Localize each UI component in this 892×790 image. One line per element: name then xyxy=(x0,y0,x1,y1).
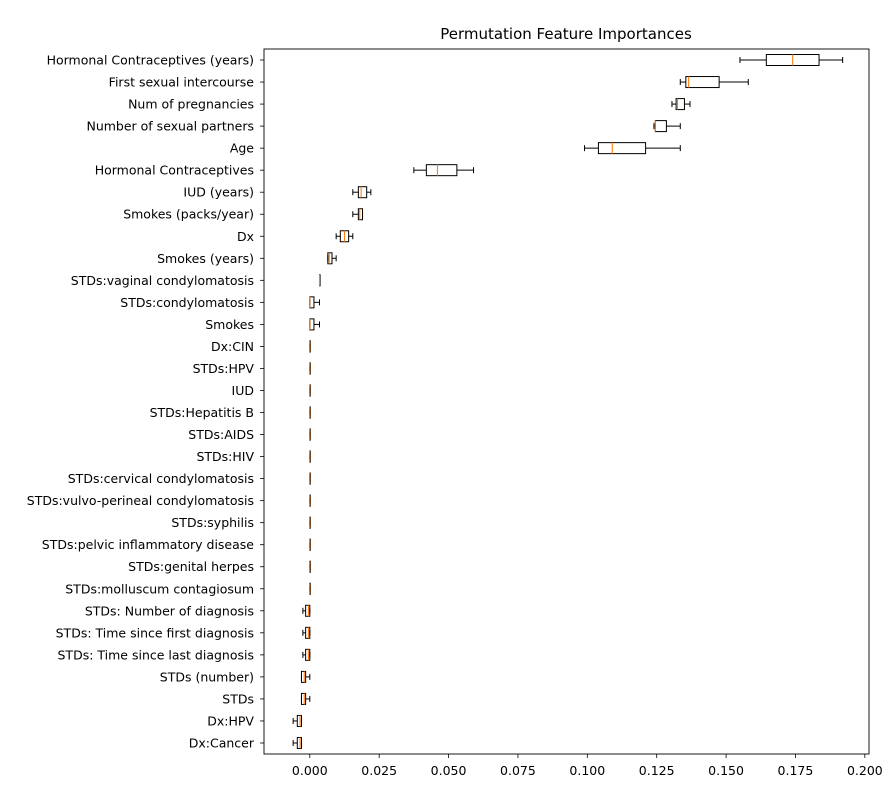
box-31 xyxy=(292,736,302,749)
box-23 xyxy=(309,560,311,573)
y-tick-label: Smokes (packs/year) xyxy=(123,207,254,222)
iqr-box xyxy=(305,648,311,661)
box-12 xyxy=(309,318,321,331)
iqr-box xyxy=(357,208,364,221)
y-tick-label: IUD (years) xyxy=(183,185,254,200)
iqr-box xyxy=(296,736,302,749)
y-tick-label: Smokes xyxy=(205,317,254,332)
y-tick-label: Dx:CIN xyxy=(211,339,254,354)
box-2 xyxy=(671,98,691,111)
x-tick-label: 0.050 xyxy=(431,763,467,778)
y-tick-label: STDs: Time since last diagnosis xyxy=(58,647,255,662)
box-8 xyxy=(335,230,354,243)
box-25 xyxy=(302,604,311,617)
box-22 xyxy=(309,538,311,551)
y-tick-label: STDs (number) xyxy=(160,669,254,684)
y-tick-label: Hormonal Contraceptives xyxy=(95,163,254,178)
y-tick-label: STDs:molluscum contagiosum xyxy=(65,581,254,596)
y-tick-label: STDs:HPV xyxy=(193,361,255,376)
box-27 xyxy=(302,648,311,661)
box-10 xyxy=(318,274,321,287)
box-4 xyxy=(584,142,681,155)
y-tick-label: Num of pregnancies xyxy=(128,97,254,112)
x-tick-label: 0.200 xyxy=(847,763,883,778)
y-tick-label: STDs:condylomatosis xyxy=(120,295,254,310)
box-14 xyxy=(309,362,311,375)
y-tick-labels: Hormonal Contraceptives (years) First sex… xyxy=(27,53,264,750)
iqr-box xyxy=(296,714,302,727)
iqr-box xyxy=(300,670,307,683)
x-tick-label: 0.025 xyxy=(361,763,397,778)
x-tick-labels: 0.000 0.025 0.050 0.075 0.100 0.125 0.150 0.175… xyxy=(292,754,883,778)
box-21 xyxy=(309,516,311,529)
iqr-box xyxy=(309,318,315,331)
box-18 xyxy=(309,450,311,463)
y-tick-label: STDs:Hepatitis B xyxy=(150,405,254,420)
box-13 xyxy=(309,340,311,353)
x-tick-label: 0.175 xyxy=(778,763,814,778)
iqr-box xyxy=(300,692,307,705)
y-tick-label: Number of sexual partners xyxy=(86,119,254,134)
y-tick-label: STDs:pelvic inflammatory disease xyxy=(42,537,255,552)
box-20 xyxy=(309,494,311,507)
y-tick-label: Smokes (years) xyxy=(157,251,254,266)
box-5 xyxy=(413,164,475,177)
iqr-box xyxy=(305,604,311,617)
box-15 xyxy=(309,384,311,397)
iqr-box xyxy=(327,252,333,265)
y-tick-label: STDs: Time since first diagnosis xyxy=(56,625,254,640)
y-tick-label: Dx:HPV xyxy=(207,713,254,728)
y-tick-label: STDs xyxy=(222,691,254,706)
y-tick-label: First sexual intercourse xyxy=(109,75,255,90)
y-tick-label: STDs:cervical condylomatosis xyxy=(68,471,254,486)
y-tick-label: STDs:genital herpes xyxy=(128,559,254,574)
x-tick-label: 0.075 xyxy=(500,763,536,778)
iqr-box xyxy=(597,142,647,155)
box-1 xyxy=(679,76,749,89)
box-29 xyxy=(300,692,311,705)
chart-title: Permutation Feature Importances xyxy=(440,25,692,43)
y-tick-label: Hormonal Contraceptives (years) xyxy=(47,53,254,68)
iqr-box xyxy=(654,120,667,133)
box-0 xyxy=(739,54,844,67)
iqr-box xyxy=(357,186,368,199)
y-tick-label: STDs:syphilis xyxy=(171,515,254,530)
box-11 xyxy=(309,296,321,309)
box-9 xyxy=(327,252,337,265)
iqr-box xyxy=(305,626,311,639)
y-tick-label: Dx:Cancer xyxy=(189,735,255,750)
x-tick-label: 0.150 xyxy=(708,763,744,778)
iqr-box xyxy=(685,76,720,89)
y-tick-label: STDs:AIDS xyxy=(188,427,254,442)
box-3 xyxy=(653,120,681,133)
x-tick-label: 0.100 xyxy=(569,763,605,778)
box-30 xyxy=(292,714,302,727)
y-tick-label: STDs:vaginal condylomatosis xyxy=(71,273,254,288)
iqr-box xyxy=(675,98,685,111)
y-tick-label: STDs:HIV xyxy=(196,449,254,464)
y-tick-label: Dx xyxy=(237,229,254,244)
axes-frame xyxy=(263,48,870,755)
box-19 xyxy=(309,472,311,485)
iqr-box xyxy=(425,164,458,177)
boxes-layer xyxy=(292,54,844,749)
y-tick-label: IUD xyxy=(232,383,254,398)
box-7 xyxy=(352,208,364,221)
x-tick-label: 0.125 xyxy=(639,763,675,778)
box-24 xyxy=(309,582,311,595)
y-tick-label: STDs: Number of diagnosis xyxy=(85,603,254,618)
y-tick-label: STDs:vulvo-perineal condylomatosis xyxy=(27,493,254,508)
box-28 xyxy=(300,670,311,683)
iqr-box xyxy=(309,296,315,309)
box-16 xyxy=(309,406,311,419)
x-tick-label: 0.000 xyxy=(292,763,328,778)
box-17 xyxy=(309,428,311,441)
box-6 xyxy=(352,186,372,199)
box-26 xyxy=(302,626,311,639)
y-tick-label: Age xyxy=(230,141,254,156)
